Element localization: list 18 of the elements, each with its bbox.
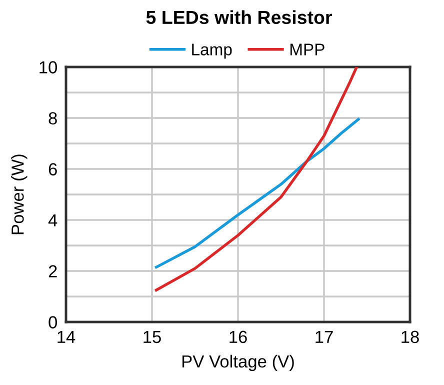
y-tick-label: 10 [40, 61, 57, 74]
legend-label: MPP [290, 44, 324, 56]
line-series [154, 67, 358, 292]
x-tick-label: 18 [402, 330, 419, 344]
legend-label: Lamp [192, 44, 232, 59]
y-tick-label: 2 [48, 265, 57, 278]
x-tick-label: 16 [230, 330, 247, 344]
x-tick-label: 17 [316, 330, 333, 343]
x-tick-label: 15 [144, 330, 161, 344]
x-axis-title: PV Voltage (V) [182, 354, 294, 372]
x-tick-label: 14 [58, 330, 76, 343]
y-axis-title: Power (W) [11, 154, 28, 234]
chart-title: 5 LEDs with Resistor [146, 10, 332, 24]
y-tick-label: 6 [48, 163, 57, 176]
line-series [154, 118, 360, 269]
y-tick-label: 8 [48, 112, 57, 124]
y-tick-label: 0 [48, 316, 57, 328]
y-tick-label: 4 [48, 214, 58, 226]
